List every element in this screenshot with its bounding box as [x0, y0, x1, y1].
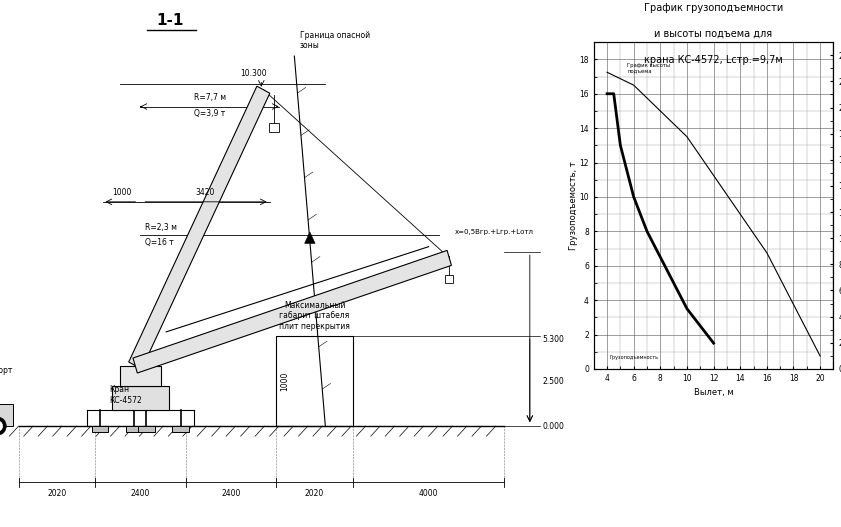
- Bar: [268, 123, 279, 132]
- Text: Q=3,9 т: Q=3,9 т: [194, 109, 225, 118]
- Circle shape: [0, 417, 6, 435]
- Text: крана КС-4572, Lстр.=9,7м: крана КС-4572, Lстр.=9,7м: [644, 55, 782, 65]
- Text: 2.500: 2.500: [542, 377, 564, 386]
- Polygon shape: [304, 232, 315, 243]
- Text: 0.000: 0.000: [542, 422, 564, 431]
- Text: График высоты
подъема: График высоты подъема: [627, 63, 670, 74]
- Text: Автотранспорт: Автотранспорт: [0, 366, 13, 375]
- Bar: [445, 275, 453, 282]
- Text: График грузоподъемности: График грузоподъемности: [643, 3, 783, 13]
- Text: 4000: 4000: [419, 489, 438, 498]
- Text: R=2,3 м: R=2,3 м: [145, 223, 177, 232]
- Bar: [119, 366, 161, 386]
- Bar: [112, 386, 169, 411]
- Text: 2020: 2020: [305, 489, 325, 498]
- Text: x=0,5Вгр.+Lгр.+Lотл: x=0,5Вгр.+Lгр.+Lотл: [454, 229, 533, 235]
- Bar: [277, 336, 352, 426]
- Bar: [172, 426, 188, 432]
- Text: Q=16 т: Q=16 т: [145, 238, 174, 247]
- Bar: [92, 426, 108, 432]
- X-axis label: Вылет, м: Вылет, м: [694, 388, 733, 397]
- Y-axis label: Грузоподъемость, т: Грузоподъемость, т: [569, 161, 578, 250]
- Bar: [126, 426, 142, 432]
- Text: 1000: 1000: [281, 372, 289, 391]
- Text: 5.300: 5.300: [542, 335, 564, 344]
- Text: 1-1: 1-1: [156, 13, 184, 28]
- Bar: [138, 426, 155, 432]
- Text: и высоты подъема для: и высоты подъема для: [654, 29, 772, 39]
- Text: R=7,7 м: R=7,7 м: [193, 93, 225, 102]
- Text: 3420: 3420: [195, 188, 214, 197]
- Text: Граница опасной
зоны: Граница опасной зоны: [299, 31, 370, 51]
- Text: 2020: 2020: [47, 489, 66, 498]
- Text: 2400: 2400: [130, 489, 150, 498]
- Polygon shape: [129, 86, 270, 369]
- Text: Максимальный
габарит штабеля
плит перекрытия: Максимальный габарит штабеля плит перекр…: [279, 301, 350, 331]
- Polygon shape: [133, 250, 452, 373]
- Text: 10.300: 10.300: [240, 70, 267, 79]
- Circle shape: [0, 421, 3, 431]
- Bar: [0, 404, 13, 426]
- Text: Кран
КС-4572: Кран КС-4572: [109, 385, 142, 405]
- Text: Грузоподъемность: Грузоподъемность: [610, 355, 659, 360]
- Text: 1000: 1000: [112, 188, 131, 197]
- Text: 2400: 2400: [221, 489, 241, 498]
